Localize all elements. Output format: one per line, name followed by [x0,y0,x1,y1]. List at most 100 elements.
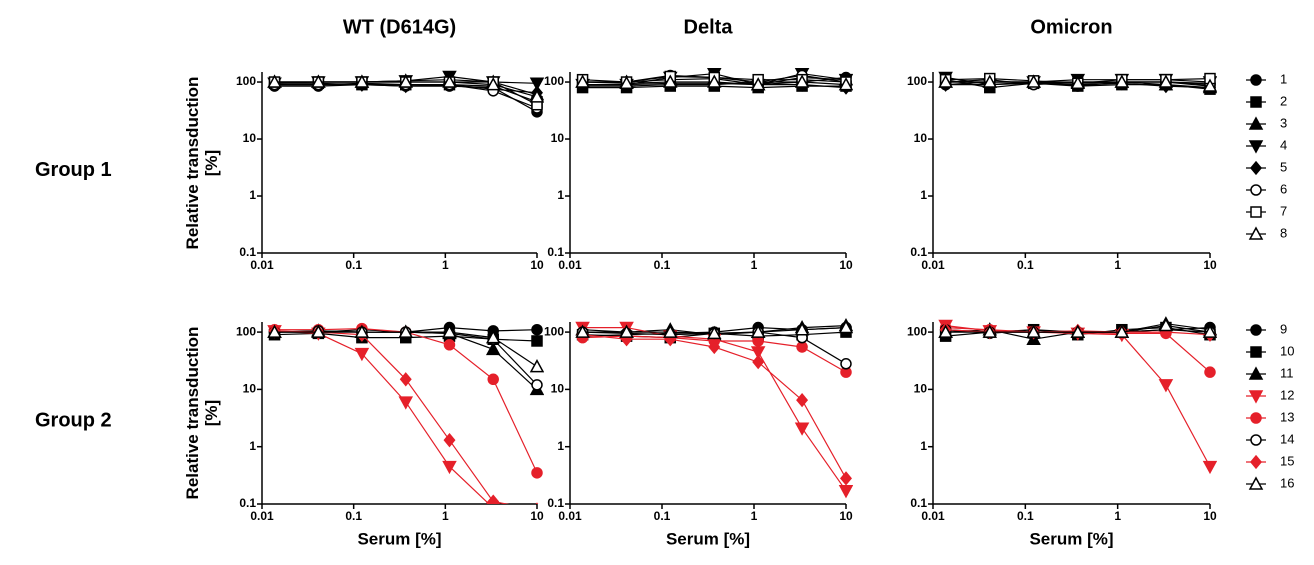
plot-area [575,67,853,95]
legend-marker [1248,390,1264,404]
x-axis-label: Serum [%] [1029,529,1113,548]
marker [531,379,543,391]
marker [752,354,765,370]
marker [794,422,810,436]
marker [535,502,539,504]
marker [398,74,414,88]
y-tick-label: 100 [544,324,564,338]
legend-marker [1250,454,1262,470]
marker [794,74,810,88]
marker [1202,78,1217,92]
y-tick-label: 0.1 [910,496,927,510]
x-tick-label: 1 [442,509,449,523]
y-tick-label: 100 [907,74,927,88]
y-tick-label: 100 [907,324,927,338]
marker [485,330,501,344]
legend-label: 9 [1280,321,1287,336]
marker [796,392,809,408]
y-tick-label: 1 [249,188,256,202]
marker [529,359,544,373]
legend-label: 4 [1280,137,1287,152]
marker [399,372,412,387]
legend-label: 1 [1280,71,1287,86]
y-tick-label: 10 [243,382,257,396]
legend-label: 3 [1280,115,1287,130]
marker [750,77,766,91]
y-tick-label: 1 [249,439,256,453]
y-tick-label: 100 [236,74,256,88]
y-tick-label: 10 [914,382,928,396]
legend-marker [1250,434,1262,446]
x-tick-label: 0.1 [1017,258,1034,272]
x-tick-label: 10 [530,258,544,272]
x-tick-label: 0.01 [558,258,582,272]
y-tick-label: 0.1 [547,245,564,259]
y-axis-label: Relative transduction [%] [183,326,221,500]
legend-marker [1248,226,1264,240]
y-tick-label: 0.1 [910,245,927,259]
marker [938,74,953,88]
marker [708,339,721,355]
marker [982,324,998,338]
legend-label: 15 [1280,453,1294,468]
x-tick-label: 1 [1114,509,1121,523]
marker [1158,74,1174,88]
legend-marker [1250,184,1262,196]
legend-marker [1250,324,1262,336]
x-tick-label: 0.01 [921,509,945,523]
marker [619,324,634,338]
marker [750,346,766,360]
marker [443,339,456,351]
marker [485,341,501,356]
x-tick-label: 10 [1203,258,1217,272]
marker [267,74,282,88]
marker [1158,317,1174,332]
marker [354,347,370,362]
legend-label: 7 [1280,203,1287,218]
y-tick-label: 10 [243,131,257,145]
plot-area [575,317,853,499]
y-tick-label: 10 [551,131,565,145]
plot-area [938,71,1217,95]
y-tick-label: 0.1 [547,496,564,510]
x-tick-label: 0.1 [345,509,362,523]
marker [663,324,678,338]
series-line [945,325,1211,467]
panel-title: Omicron [1030,16,1112,38]
x-tick-label: 1 [751,258,758,272]
legend-marker [1250,346,1262,358]
marker [487,373,499,386]
marker [840,358,852,370]
legend-label: 8 [1280,225,1287,240]
x-axis-label: Serum [%] [666,529,750,548]
x-tick-label: 0.01 [250,509,274,523]
marker [796,341,808,353]
x-tick-label: 0.1 [654,258,671,272]
x-tick-label: 0.01 [558,509,582,523]
marker [443,432,456,448]
x-tick-label: 0.01 [250,258,274,272]
x-tick-label: 10 [530,509,544,523]
marker [1114,74,1130,88]
marker [531,335,543,347]
plot-area [267,70,544,118]
legend-marker [1250,412,1262,424]
marker [750,324,766,338]
plot-area [938,316,1217,475]
marker [1202,324,1217,338]
x-tick-label: 10 [1203,509,1217,523]
legend-marker [1248,476,1264,490]
marker [398,396,414,410]
y-tick-label: 10 [914,131,928,145]
marker [1070,324,1086,338]
marker [442,74,457,88]
x-tick-label: 1 [751,509,758,523]
marker [442,460,457,475]
marker [838,319,853,334]
marker [663,74,678,88]
row-label: Group 1 [35,159,112,181]
series-line [582,334,847,479]
marker [442,324,457,338]
marker [938,324,953,338]
marker [1158,379,1174,393]
